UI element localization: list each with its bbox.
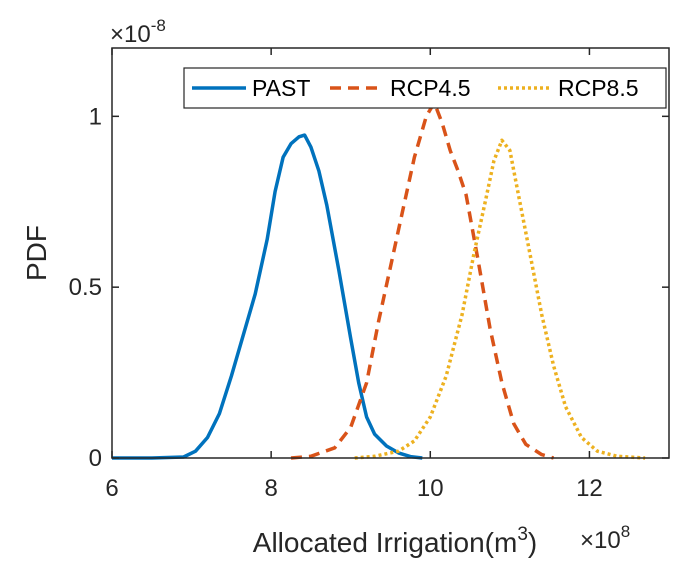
y-axis-ticks: 00.51 — [69, 103, 669, 472]
legend-label-rcp45: RCP4.5 — [390, 75, 471, 101]
y-multiplier-base: ×10 — [110, 21, 151, 48]
x-tick-label: 10 — [417, 475, 444, 502]
x-multiplier-base: ×10 — [580, 527, 621, 554]
legend-label-rcp85: RCP8.5 — [558, 75, 639, 101]
x-tick-label: 12 — [576, 475, 603, 502]
plot-lines — [112, 100, 646, 460]
x-axis-ticks: 6 8 10 12 — [105, 48, 603, 502]
plot-area-frame — [111, 47, 670, 459]
x-axis-label: Allocated Irrigation(m3) — [253, 524, 537, 558]
x-axis-label-superscript: 3 — [517, 524, 528, 545]
y-tick-label: 0 — [89, 445, 102, 472]
x-axis-label-text: Allocated Irrigation(m — [253, 527, 518, 558]
x-tick-label: 8 — [264, 475, 277, 502]
series-line-rcp85 — [354, 138, 646, 460]
legend-box — [183, 67, 667, 109]
legend: PAST RCP4.5 RCP8.5 — [183, 67, 667, 109]
y-tick-label: 0.5 — [69, 274, 102, 301]
series-line-rcp45 — [290, 100, 555, 460]
x-axis-label-suffix: ) — [528, 527, 537, 558]
y-multiplier-exponent: -8 — [151, 16, 166, 35]
y-axis-multiplier: ×10-8 — [110, 16, 166, 48]
x-multiplier-exponent: 8 — [621, 522, 630, 541]
y-axis-label: PDF — [21, 225, 52, 281]
series-line-past — [112, 133, 423, 460]
x-tick-label: 6 — [105, 475, 118, 502]
x-axis-multiplier: ×108 — [580, 522, 630, 554]
legend-label-past: PAST — [252, 75, 310, 101]
y-tick-label: 1 — [89, 103, 102, 130]
